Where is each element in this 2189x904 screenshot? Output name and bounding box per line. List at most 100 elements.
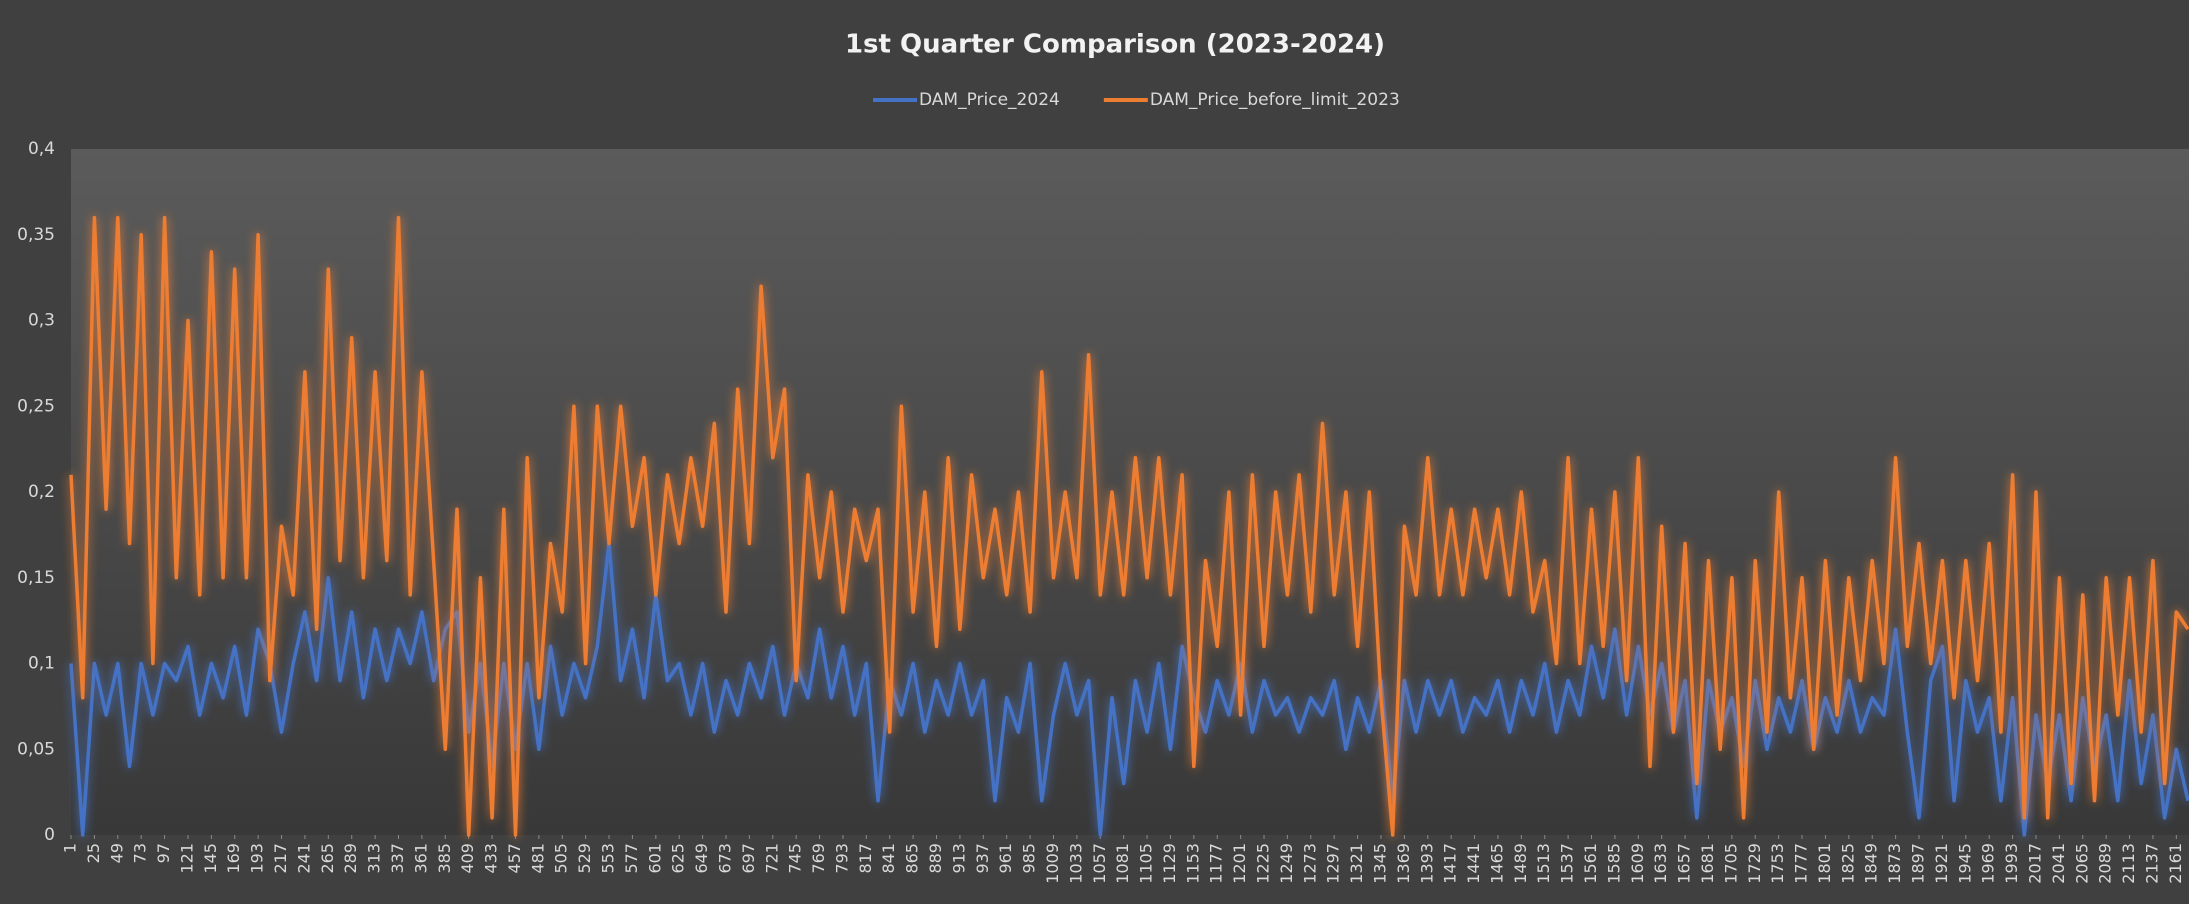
x-tick-label: 289 xyxy=(341,843,360,874)
y-tick-label: 0,25 xyxy=(17,396,55,416)
x-tick-label: 865 xyxy=(903,843,922,874)
x-tick-label: 265 xyxy=(318,843,337,874)
x-tick-label: 1633 xyxy=(1651,843,1670,884)
x-tick-label: 985 xyxy=(1020,843,1039,874)
x-tick-label: 1249 xyxy=(1277,843,1296,884)
x-tick-label: 1273 xyxy=(1300,843,1319,884)
x-tick-label: 2113 xyxy=(2119,843,2138,884)
x-tick-label: 1993 xyxy=(2002,843,2021,884)
legend-label: DAM_Price_before_limit_2023 xyxy=(1150,90,1400,110)
x-tick-label: 1585 xyxy=(1604,843,1623,884)
x-tick-label: 2041 xyxy=(2049,843,2068,884)
x-tick-label: 1 xyxy=(61,843,80,853)
x-tick-label: 481 xyxy=(528,843,547,874)
x-tick-label: 25 xyxy=(84,843,103,863)
x-tick-label: 1225 xyxy=(1254,843,1273,884)
series-line xyxy=(69,215,2189,837)
legend: DAM_Price_2024 DAM_Price_before_limit_202… xyxy=(873,90,1400,110)
y-tick-label: 0 xyxy=(44,825,55,845)
y-tick-label: 0,15 xyxy=(17,568,55,588)
x-tick-label: 385 xyxy=(435,843,454,874)
x-tick-label: 1873 xyxy=(1885,843,1904,884)
x-tick-label: 577 xyxy=(622,843,641,874)
x-tick-label: 1393 xyxy=(1417,843,1436,884)
x-tick-label: 1537 xyxy=(1558,843,1577,884)
x-tick-label: 241 xyxy=(294,843,313,874)
x-tick-label: 1009 xyxy=(1043,843,1062,884)
x-tick-label: 1201 xyxy=(1230,843,1249,884)
y-tick-label: 0,35 xyxy=(17,225,55,245)
x-tick-label: 1441 xyxy=(1464,843,1483,884)
x-tick-label: 2161 xyxy=(2166,843,2185,884)
x-tick-label: 1297 xyxy=(1324,843,1343,884)
x-tick-label: 913 xyxy=(949,843,968,874)
x-tick-label: 1153 xyxy=(1183,843,1202,884)
x-tick-label: 625 xyxy=(669,843,688,874)
x-tick-label: 841 xyxy=(879,843,898,874)
x-tick-label: 1609 xyxy=(1628,843,1647,884)
x-tick-label: 1321 xyxy=(1347,843,1366,884)
x-tick-label: 1729 xyxy=(1745,843,1764,884)
x-tick-label: 2065 xyxy=(2072,843,2091,884)
x-tick-label: 1825 xyxy=(1838,843,1857,884)
x-tick-label: 769 xyxy=(809,843,828,874)
x-tick-label: 337 xyxy=(388,843,407,874)
x-tick-label: 1849 xyxy=(1862,843,1881,884)
x-tick-label: 505 xyxy=(552,843,571,874)
x-tick-label: 529 xyxy=(575,843,594,874)
x-tick-label: 1105 xyxy=(1137,843,1156,884)
x-tick-label: 1753 xyxy=(1768,843,1787,884)
x-tick-label: 193 xyxy=(248,843,267,874)
y-tick-label: 0,2 xyxy=(28,482,55,502)
x-tick-label: 409 xyxy=(458,843,477,874)
x-tick-label: 1081 xyxy=(1113,843,1132,884)
x-tick-label: 1489 xyxy=(1511,843,1530,884)
x-tick-label: 553 xyxy=(599,843,618,874)
x-tick-label: 1033 xyxy=(1066,843,1085,884)
x-tick-label: 361 xyxy=(411,843,430,874)
x-tick-label: 457 xyxy=(505,843,524,874)
y-tick-label: 0,05 xyxy=(17,739,55,759)
x-tick-label: 49 xyxy=(107,843,126,863)
x-tick-label: 649 xyxy=(692,843,711,874)
x-tick-label: 1777 xyxy=(1792,843,1811,884)
x-tick-label: 889 xyxy=(926,843,945,874)
x-tick-label: 1369 xyxy=(1394,843,1413,884)
chart-title: 1st Quarter Comparison (2023-2024) xyxy=(845,30,1385,60)
x-tick-label: 697 xyxy=(739,843,758,874)
x-tick-label: 1681 xyxy=(1698,843,1717,884)
x-tick-label: 817 xyxy=(856,843,875,874)
x-tick-label: 73 xyxy=(131,843,150,863)
x-tick-label: 1897 xyxy=(1909,843,1928,884)
x-tick-label: 145 xyxy=(201,843,220,874)
x-tick-label: 1945 xyxy=(1955,843,1974,884)
x-tick-label: 169 xyxy=(224,843,243,874)
x-tick-label: 1177 xyxy=(1207,843,1226,884)
x-tick-label: 97 xyxy=(154,843,173,863)
x-tick-label: 2089 xyxy=(2096,843,2115,884)
x-tick-label: 1345 xyxy=(1370,843,1389,884)
x-tick-label: 2017 xyxy=(2025,843,2044,884)
x-tick-label: 121 xyxy=(177,843,196,874)
x-tick-label: 1129 xyxy=(1160,843,1179,884)
legend-label: DAM_Price_2024 xyxy=(919,90,1060,110)
x-tick-label: 1921 xyxy=(1932,843,1951,884)
x-tick-label: 433 xyxy=(482,843,501,874)
x-tick-label: 745 xyxy=(786,843,805,874)
x-tick-label: 1057 xyxy=(1090,843,1109,884)
x-tick-label: 1417 xyxy=(1441,843,1460,884)
x-tick-label: 937 xyxy=(973,843,992,874)
x-tick-label: 1969 xyxy=(1979,843,1998,884)
x-tick-label: 601 xyxy=(645,843,664,874)
y-tick-label: 0,4 xyxy=(28,139,55,159)
x-tick-label: 961 xyxy=(996,843,1015,874)
x-tick-label: 793 xyxy=(832,843,851,874)
x-tick-label: 1801 xyxy=(1815,843,1834,884)
x-tick-label: 1657 xyxy=(1675,843,1694,884)
x-tick-label: 1561 xyxy=(1581,843,1600,884)
x-tick-label: 313 xyxy=(365,843,384,874)
x-tick-label: 721 xyxy=(762,843,781,874)
y-tick-label: 0,3 xyxy=(28,311,55,331)
x-tick-label: 2137 xyxy=(2142,843,2161,884)
